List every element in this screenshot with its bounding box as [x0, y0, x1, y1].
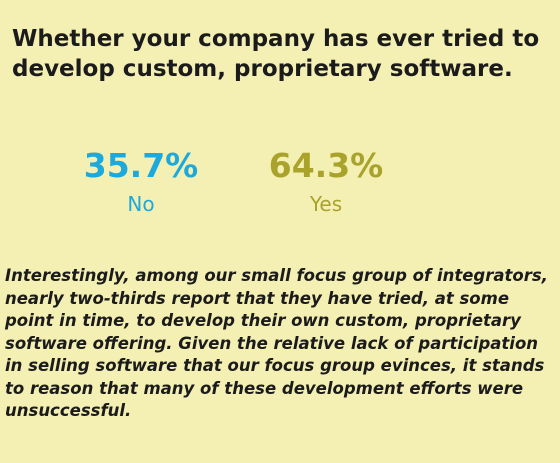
stat-no-label: No	[127, 192, 155, 216]
stat-no: 35.7% No	[66, 146, 216, 217]
stat-yes-value: 64.3%	[268, 146, 384, 185]
stat-yes-label: Yes	[309, 192, 343, 216]
stat-no-value: 35.7%	[83, 146, 199, 185]
stat-yes: 64.3% Yes	[251, 146, 401, 217]
commentary-text: Interestingly, among our small focus gro…	[5, 266, 548, 420]
chart-title: Whether your company has ever tried to d…	[12, 26, 540, 82]
